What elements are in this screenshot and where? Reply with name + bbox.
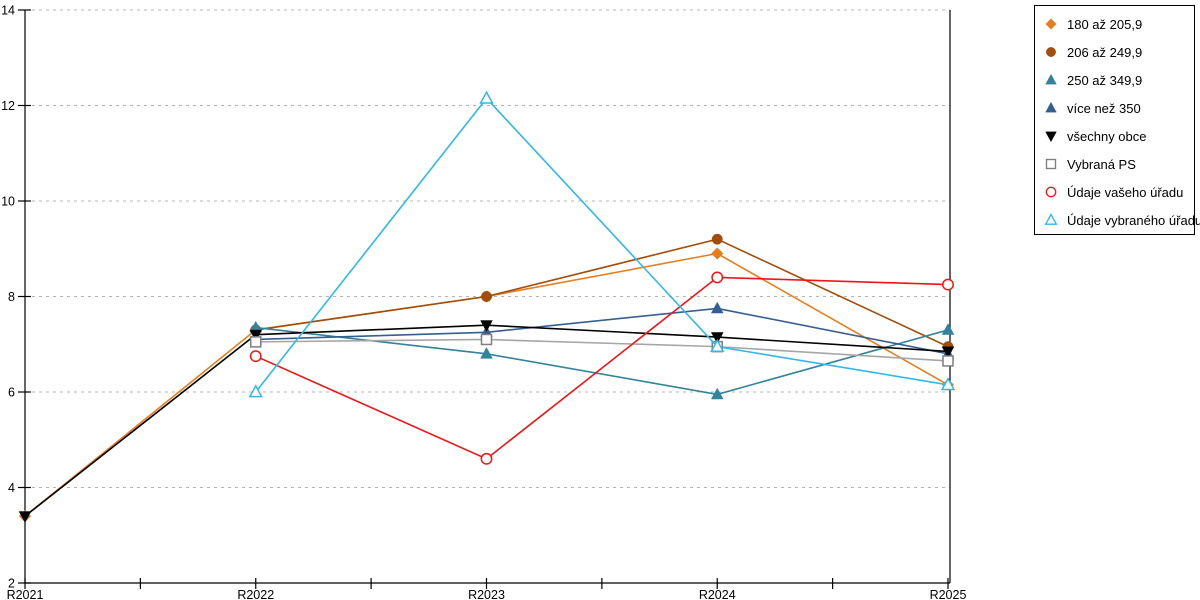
- triangle-up-icon: [940, 377, 956, 391]
- y-tick-label: 4: [8, 481, 15, 495]
- triangle-up-icon: [1045, 101, 1057, 113]
- triangle-down-icon: [18, 511, 32, 523]
- square-icon: [1045, 158, 1057, 170]
- legend-diamond-icon: [1045, 18, 1057, 30]
- legend-label: Údaje vybraného úřadu: [1067, 212, 1200, 228]
- x-tick-label: R2021: [7, 588, 44, 600]
- circle-icon: [1045, 186, 1057, 198]
- triangle-up-icon: [710, 338, 725, 352]
- circle-icon: [942, 278, 954, 291]
- legend-label: více než 350: [1067, 100, 1141, 116]
- legend-triangle-up-icon: [1044, 213, 1058, 225]
- legend-item-0: 180 až 205,9: [1043, 10, 1194, 38]
- circle-icon: [711, 271, 724, 284]
- circle-icon: [481, 291, 492, 302]
- square-icon: [942, 355, 954, 367]
- legend-label: 250 až 349,9: [1067, 72, 1143, 88]
- legend-label: Údaje vašeho úřadu: [1067, 184, 1184, 200]
- diamond-icon: [1045, 18, 1057, 30]
- triangle-up-icon: [710, 387, 724, 400]
- circle-icon: [711, 233, 723, 245]
- legend-label: 206 až 249,9: [1067, 44, 1143, 60]
- triangle-up-icon: [1045, 73, 1057, 85]
- legend-triangle-down-icon: [1045, 131, 1057, 143]
- series-line: [255, 97, 949, 393]
- legend-triangle-up-icon: [1045, 101, 1057, 113]
- x-tick-label: R2023: [468, 588, 505, 600]
- legend-item-2: 250 až 349,9: [1043, 66, 1194, 94]
- x-tick-label: R2025: [930, 588, 967, 600]
- y-tick-label: 8: [8, 290, 15, 304]
- triangle-up-icon: [480, 347, 493, 359]
- legend-label: Vybraná PS: [1067, 156, 1136, 172]
- chart-legend: 180 až 205,9 206 až 249,9 250 až 349,9 více…: [1034, 5, 1200, 235]
- legend-item-6: Údaje vašeho úřadu: [1043, 178, 1194, 206]
- legend-label: 180 až 205,9: [1067, 16, 1143, 32]
- circle-icon: [480, 452, 493, 465]
- x-tick-label: R2022: [237, 588, 274, 600]
- triangle-down-icon: [249, 329, 263, 342]
- triangle-up-icon: [479, 90, 494, 104]
- legend-circle-icon: [1046, 47, 1056, 57]
- y-tick-label: 2: [8, 577, 15, 591]
- triangle-down-icon: [710, 332, 724, 344]
- circle-icon: [249, 350, 262, 363]
- legend-square-icon: [1045, 158, 1057, 170]
- legend-triangle-up-icon: [1045, 73, 1057, 85]
- y-tick-label: 6: [8, 386, 15, 400]
- legend-label: všechny obce: [1067, 128, 1147, 144]
- circle-icon: [1046, 47, 1056, 57]
- triangle-up-icon: [710, 301, 724, 314]
- legend-circle-icon: [1045, 186, 1057, 198]
- y-tick-label: 14: [1, 4, 15, 18]
- triangle-up-icon: [248, 384, 263, 398]
- y-tick-label: 12: [1, 99, 15, 113]
- series-line: [255, 276, 949, 460]
- series-line: [255, 338, 949, 362]
- triangle-up-icon: [941, 323, 955, 335]
- triangle-down-icon: [941, 346, 955, 359]
- legend-item-7: Údaje vybraného úřadu: [1043, 206, 1200, 234]
- legend-item-1: 206 až 249,9: [1043, 38, 1194, 66]
- y-tick-label: 10: [1, 195, 15, 209]
- legend-item-5: Vybraná PS: [1043, 150, 1194, 178]
- triangle-up-icon: [1044, 213, 1058, 225]
- legend-item-4: všechny obce: [1043, 122, 1194, 150]
- triangle-down-icon: [1045, 131, 1057, 143]
- series-line: [255, 326, 949, 396]
- series-line: [255, 238, 949, 348]
- square-icon: [480, 333, 493, 346]
- diamond-icon: [711, 247, 724, 260]
- triangle-down-icon: [480, 320, 493, 332]
- legend-item-3: více než 350: [1043, 94, 1194, 122]
- square-icon: [250, 336, 262, 348]
- series-line: [255, 307, 949, 355]
- x-tick-label: R2024: [699, 588, 736, 600]
